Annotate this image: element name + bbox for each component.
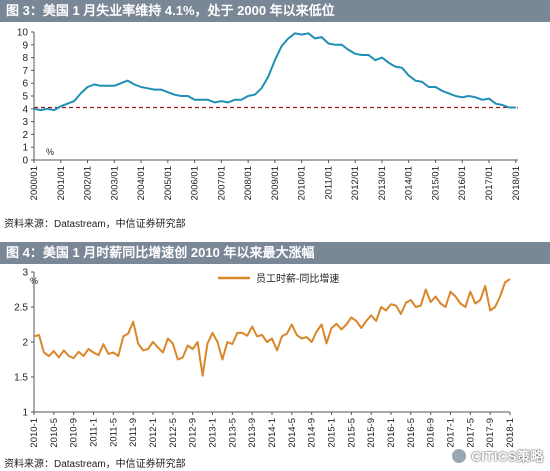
x-tick-label: 2016/01: [457, 166, 468, 200]
x-tick-label: 2015-1: [327, 418, 338, 448]
x-tick-label: 2012-9: [188, 418, 199, 448]
x-tick-label: 2017-1: [446, 418, 457, 448]
x-tick-label: 2015/01: [430, 166, 441, 200]
y-tick-label: 3: [22, 117, 28, 128]
y-tick-label: 2: [22, 338, 28, 349]
watermark: CITICS策略: [451, 446, 544, 465]
watermark-text: CITICS策略: [471, 449, 544, 464]
x-tick-label: 2012-1: [148, 418, 159, 448]
x-tick-label: 2014-9: [307, 418, 318, 448]
figure-4-source: 资料来源：Datastream，中信证券研究部: [4, 459, 186, 470]
x-tick-label: 2008/01: [243, 166, 254, 200]
x-tick-label: 2012/01: [350, 166, 361, 200]
x-tick-label: 2006/01: [190, 166, 201, 200]
y-tick-label: 2.5: [14, 303, 28, 314]
x-tick-label: 2011-1: [89, 418, 100, 447]
x-tick-label: 2004/01: [136, 166, 147, 200]
x-tick-label: 2011/01: [323, 166, 334, 200]
y-tick-label: 0: [22, 156, 28, 167]
x-tick-label: 2016-9: [426, 418, 437, 448]
hourly-earnings-growth-chart: 1 1.5 2 2.5 3% 2010-1 2010-5 2010-9 2011-1 2011-5…: [14, 268, 516, 448]
x-tick-label: 2012-5: [168, 418, 179, 448]
x-tick-label: 2010-1: [29, 418, 40, 448]
y-tick-label: 4: [22, 104, 28, 115]
x-tick-label: 2011-9: [128, 418, 139, 447]
x-tick-label: 2014/01: [404, 166, 415, 200]
y-tick-label: 7: [22, 66, 28, 77]
wechat-logo-icon: [451, 447, 468, 464]
y-tick-label: 6: [22, 79, 28, 90]
figure-4-title: 图 4：美国 1 月时薪同比增速创 2010 年以来最大涨幅: [0, 242, 550, 264]
y-tick-label: 2: [22, 130, 28, 141]
x-tick-label: 2011-5: [108, 418, 119, 447]
x-tick-label: 2018-1: [505, 418, 516, 448]
x-tick-label: 2017/01: [484, 166, 495, 200]
x-tick-label: 2001/01: [56, 166, 67, 200]
series-line: [33, 32, 516, 112]
x-tick-label: 2018/01: [511, 166, 522, 200]
x-tick-label: 2003/01: [109, 166, 120, 200]
y-tick-label: 1: [22, 408, 28, 419]
x-tick-label: 2016-1: [386, 418, 397, 448]
x-tick-label: 2016-5: [406, 418, 417, 448]
y-axis-unit-label: %: [30, 276, 38, 286]
x-tick-label: 2005/01: [163, 166, 174, 200]
x-tick-label: 2013-5: [227, 418, 238, 448]
x-tick-label: 2017-5: [465, 418, 476, 448]
x-tick-label: 2015-5: [346, 418, 357, 448]
x-tick-label: 2010-9: [69, 418, 80, 448]
legend-label: 员工时薪-同比增速: [256, 272, 339, 285]
y-tick-label: 1: [22, 143, 28, 154]
x-tick-label: 2013/01: [377, 166, 388, 200]
unemployment-rate-chart: 0 1 2 3 45 6 7 8 910% 2000/01 2001/01 2002/01 2003/0…: [17, 28, 522, 201]
figure-3-source: 资料来源：Datastream，中信证券研究部: [4, 219, 186, 230]
x-tick-label: 2002/01: [83, 166, 94, 200]
x-tick-label: 2013-1: [208, 418, 219, 448]
x-tick-label: 2009/01: [270, 166, 281, 200]
x-tick-label: 2014-1: [267, 418, 278, 448]
y-tick-label: 5: [22, 92, 28, 103]
y-tick-label: 9: [22, 40, 28, 51]
figure-3-title: 图 3：美国 1 月失业率维持 4.1%，处于 2000 年以来低位: [0, 0, 550, 22]
y-tick-label: 1.5: [14, 373, 28, 384]
x-tick-label: 2014-5: [287, 418, 298, 448]
x-tick-label: 2010/01: [297, 166, 308, 200]
y-tick-label: 3: [22, 268, 28, 279]
series-line: [33, 278, 511, 377]
y-tick-label: 10: [17, 28, 29, 39]
x-tick-label: 2015-9: [366, 418, 377, 448]
x-tick-label: 2017-9: [485, 418, 496, 448]
x-tick-label: 2000/01: [29, 166, 40, 200]
x-tick-label: 2010-5: [49, 418, 60, 448]
y-tick-label: 8: [22, 53, 28, 64]
x-tick-label: 2007/01: [216, 166, 227, 200]
y-axis-unit-label: %: [46, 147, 54, 157]
x-tick-label: 2013-9: [247, 418, 258, 448]
